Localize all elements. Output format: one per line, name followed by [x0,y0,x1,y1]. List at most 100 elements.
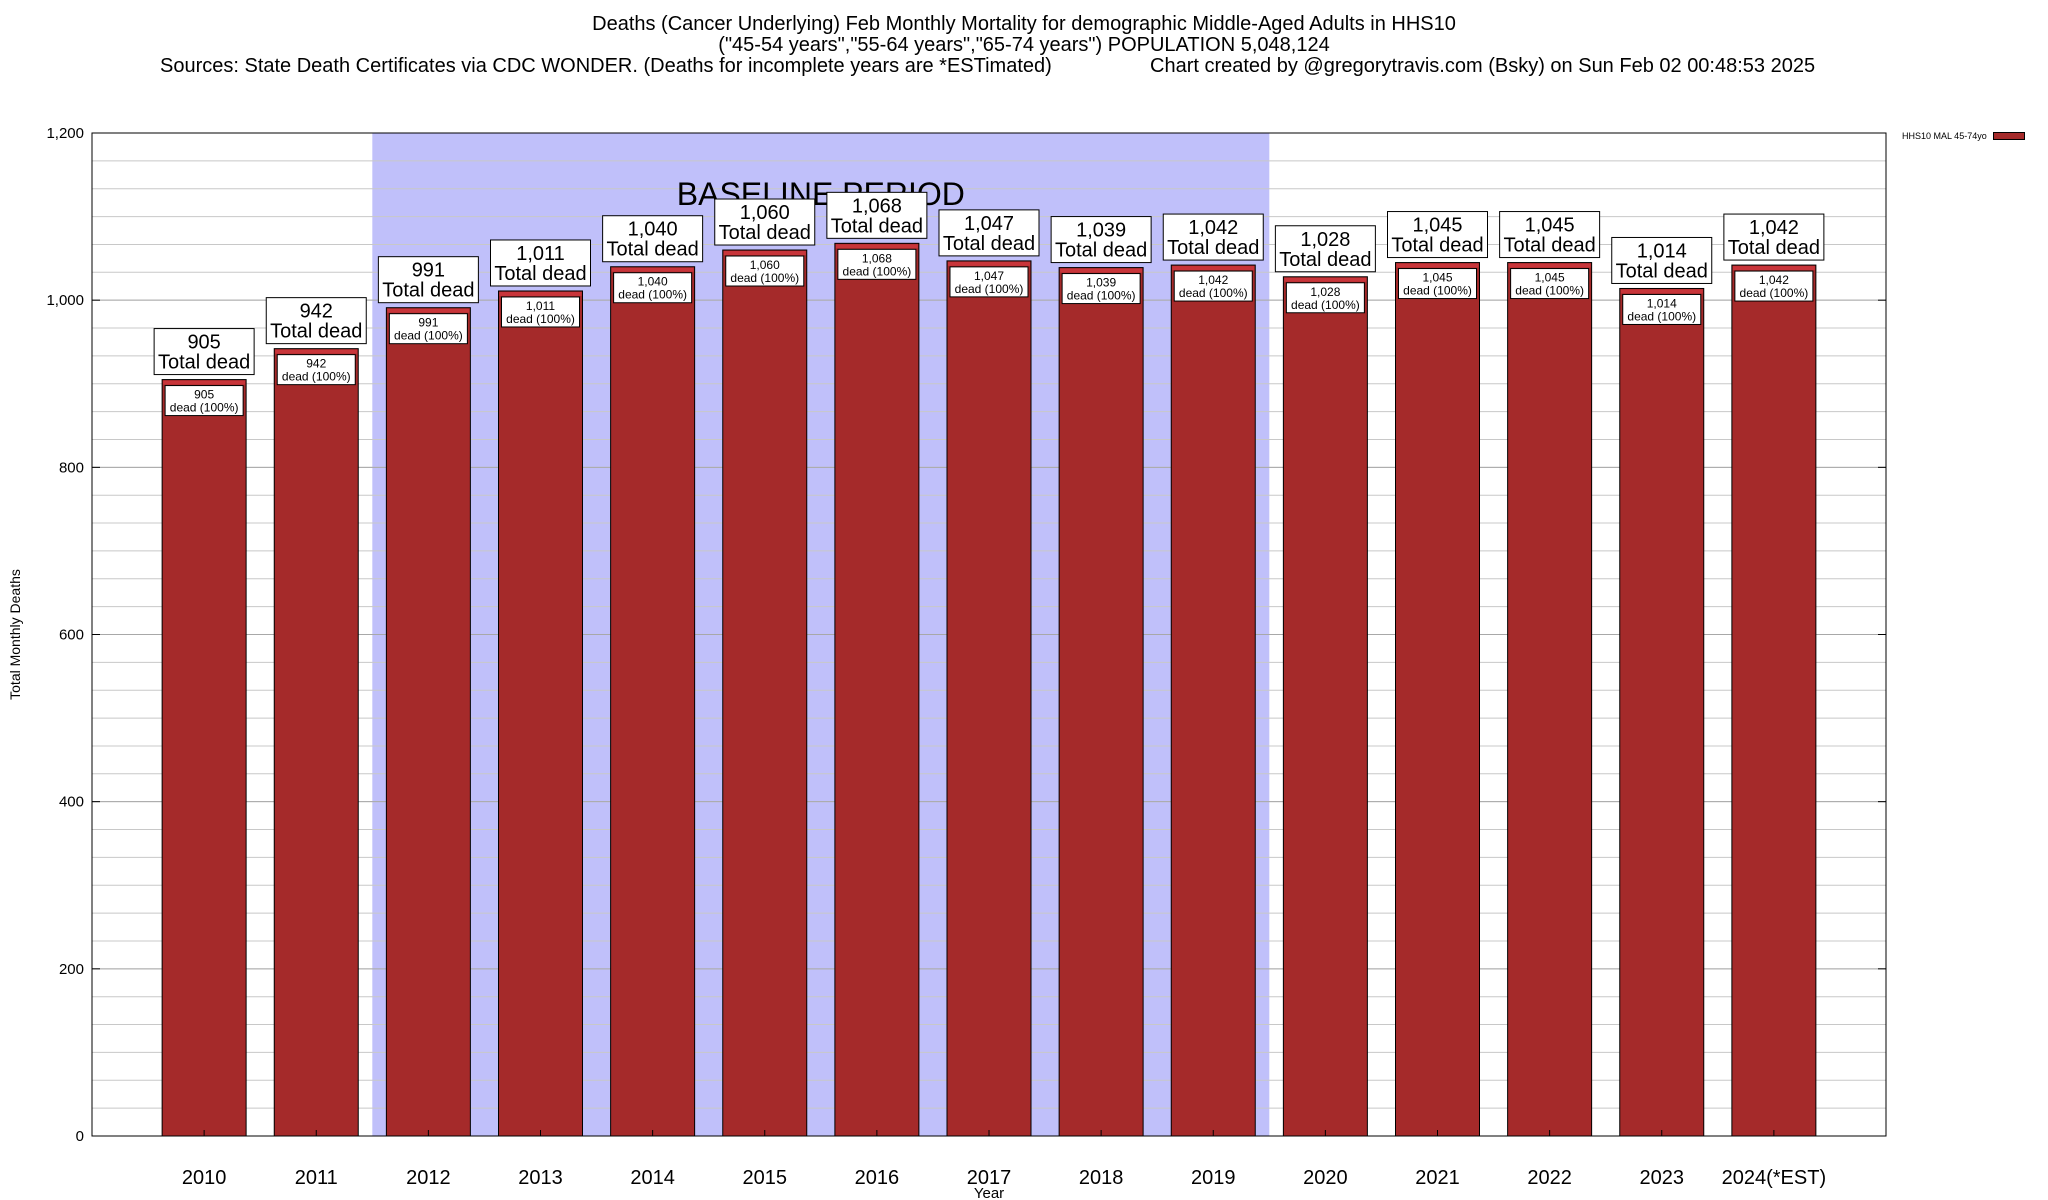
x-tick-label: 2014 [630,1167,675,1189]
x-tick-label: 2011 [295,1167,338,1189]
bar [1507,262,1593,1137]
bar-inner-value: 1,045 [1535,271,1565,285]
bar-inner-suffix: dead (100%) [1179,286,1248,300]
x-tick-label: 2024(*EST) [1722,1167,1827,1189]
bar-inner-value: 991 [418,316,438,330]
bar-inner-suffix: dead (100%) [394,329,463,343]
bar-inner-label-box [164,385,244,417]
bar-total-value: 1,040 [628,219,678,241]
x-tick-label: 2022 [1527,1167,1572,1189]
bar-inner-label-box [837,248,917,280]
legend: HHS10 MAL 45-74yo [1902,131,2025,141]
bar-total-value: 1,045 [1525,215,1575,237]
bar [1282,276,1368,1137]
y-tick-label: 0 [76,1128,84,1145]
bar-total-value: 1,042 [1188,217,1238,239]
bar-cap [723,251,806,256]
y-tick-label: 400 [59,794,84,811]
bar [1619,287,1705,1137]
bar-inner-value: 1,040 [638,275,668,289]
bar-inner-value: 905 [194,388,214,402]
bar-cap [611,267,694,272]
bar-cap [499,291,582,296]
x-tick-label: 2019 [1191,1167,1236,1189]
bar-inner-suffix: dead (100%) [730,271,799,285]
bar-total-suffix: Total dead [943,233,1035,255]
bar-inner-suffix: dead (100%) [1291,298,1360,312]
bar-total-label-box [1274,225,1376,273]
x-axis-label: Year [974,1185,1004,1200]
bar-inner-suffix: dead (100%) [1740,286,1809,300]
bar-total-label-box [826,191,928,239]
bar-total-value: 1,045 [1412,215,1462,237]
bar-inner-value: 1,047 [974,269,1004,283]
x-tick-label: 2023 [1640,1167,1685,1189]
bar-inner-label-box [1061,273,1141,305]
bar-inner-suffix: dead (100%) [843,264,912,278]
bar-total-suffix: Total dead [1503,235,1595,257]
bar-inner-label-box [501,296,580,328]
bar [1170,264,1256,1137]
bar-inner-label-box [1622,293,1702,325]
bar-inner-suffix: dead (100%) [506,312,575,326]
bar-inner-label-box [949,266,1029,298]
bar-inner-label-box [725,255,805,287]
bar-cap [275,349,358,354]
bar-cap [1284,277,1367,282]
bar-total-value: 1,047 [964,213,1014,235]
bar [946,260,1032,1137]
bar-inner-value: 1,068 [862,251,892,265]
bar-inner-label-box [1734,270,1814,302]
bar [722,249,808,1137]
bar [1395,262,1480,1137]
bar-total-label-box [1162,213,1264,261]
bar-cap [1172,266,1255,271]
chart-title: Deaths (Cancer Underlying) Feb Monthly M… [592,13,1456,35]
bar-total-suffix: Total dead [270,321,362,343]
bar-total-suffix: Total dead [1279,249,1371,271]
bar-total-label-box [1050,216,1152,264]
chart-subtitle: ("45-54 years","55-64 years","65-74 year… [718,34,1330,56]
bar-cap [1620,289,1703,294]
bar-total-label-box [153,328,255,376]
bar-inner-suffix: dead (100%) [955,282,1024,296]
x-tick-label: 2016 [855,1167,900,1189]
bar-total-suffix: Total dead [1055,240,1147,262]
bar-total-value: 905 [187,332,220,354]
bar [834,242,920,1137]
bar-total-suffix: Total dead [494,263,586,285]
bar-inner-suffix: dead (100%) [618,288,687,302]
bar-total-label-box [714,198,816,246]
bar-total-value: 1,042 [1749,217,1799,239]
bar-total-label-box [1723,213,1825,261]
y-axis-label: Total Monthly Deaths [7,569,23,700]
bar-inner-value: 942 [306,357,326,371]
bar-total-value: 942 [300,301,333,323]
x-tick-label: 2017 [967,1167,1012,1189]
bar-total-suffix: Total dead [1728,237,1820,259]
bar-total-label-box [602,215,704,263]
bar-total-suffix: Total dead [382,280,474,302]
bar-total-suffix: Total dead [1391,235,1483,257]
bar [161,379,247,1137]
bar-inner-value: 1,042 [1759,273,1789,287]
bar [1731,264,1817,1137]
bar-inner-suffix: dead (100%) [282,370,351,384]
bar-inner-value: 1,011 [526,299,555,313]
bar-cap [835,244,918,249]
bar-inner-suffix: dead (100%) [1067,289,1136,303]
bar-total-suffix: Total dead [606,239,698,261]
bar-inner-value: 1,060 [750,258,780,272]
bar-cap [387,308,470,313]
plot-frame [91,132,1887,1137]
bar-inner-suffix: dead (100%) [1515,284,1584,298]
bar-total-label-box [1611,236,1713,284]
x-tick-label: 2018 [1079,1167,1124,1189]
sources-note: Sources: State Death Certificates via CD… [160,55,1052,77]
bar-inner-suffix: dead (100%) [170,401,239,415]
y-tick-label: 800 [59,459,84,476]
bar-total-value: 1,039 [1076,220,1126,242]
x-tick-label: 2010 [182,1167,227,1189]
bar-cap [1396,263,1479,268]
